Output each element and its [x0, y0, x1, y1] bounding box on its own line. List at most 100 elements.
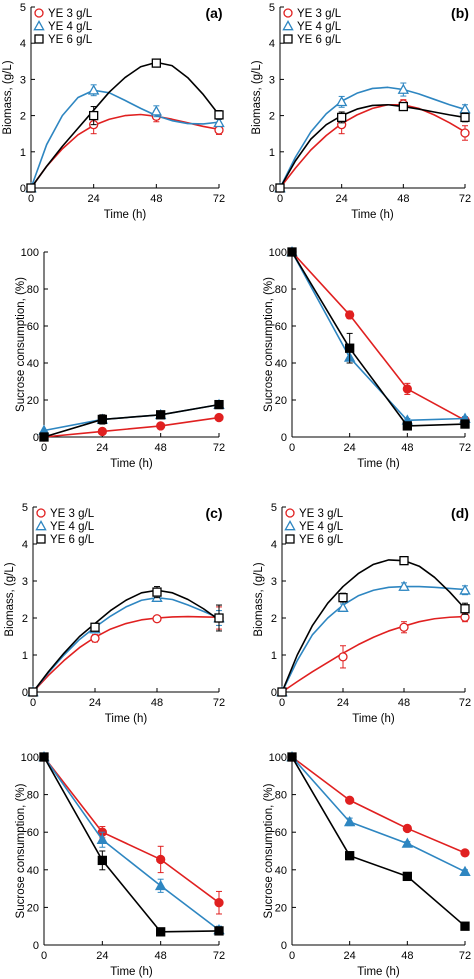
x-tick-label: 72: [459, 950, 471, 962]
series-line: [291, 251, 466, 427]
y-tick-label: 100: [269, 752, 287, 764]
data-point: [156, 421, 166, 431]
y-tick-label: 20: [27, 395, 39, 407]
y-tick-label: 20: [27, 902, 39, 914]
data-point: [152, 587, 162, 597]
series-2: [275, 101, 470, 193]
y-axis-label: Sucrose consumption, (%): [263, 783, 275, 918]
y-tick-label: 80: [27, 790, 39, 802]
legend-label: YE 4 g/L: [50, 521, 95, 533]
series-1: [38, 751, 225, 935]
data-point: [398, 101, 408, 112]
panel-label: (d): [451, 505, 469, 521]
y-tick-label: 1: [20, 147, 26, 159]
x-tick-label: 0: [277, 193, 283, 205]
data-point: [96, 833, 109, 845]
y-tick-label: 1: [269, 147, 275, 159]
series-2: [287, 247, 470, 431]
series-2: [287, 752, 470, 931]
data-point: [156, 927, 166, 937]
data-point: [345, 310, 355, 320]
y-axis-label: Sucrose consumption, (%): [15, 783, 27, 918]
legend: YE 3 g/LYE 4 g/LYE 6 g/L: [35, 508, 95, 546]
x-tick-label: 72: [213, 193, 225, 205]
chart-biomass-b: 0 24 48 72 0 1 2 3 4 5 Time (h) Biomass, (g/L) (b) YE…: [251, 2, 471, 221]
data-point: [460, 604, 470, 614]
legend-marker: [284, 520, 296, 531]
y-axis-label: Sucrose consumption, (%): [263, 277, 275, 412]
series-line: [43, 416, 220, 438]
series-line: [32, 596, 220, 693]
data-point: [39, 432, 49, 442]
x-tick-label: 72: [213, 442, 225, 454]
legend-label: YE 6 g/L: [48, 34, 93, 46]
x-axis-label: Time (h): [357, 966, 400, 978]
x-tick-label: 48: [150, 193, 162, 205]
legend-label: YE 4 g/L: [299, 521, 344, 533]
y-tick-label: 60: [275, 827, 287, 839]
x-tick-label: 72: [213, 697, 225, 709]
chart-sucrose-a: 0 24 48 72 0 20 40 60 80 100 Time (h) Sucrose consu…: [15, 247, 225, 470]
legend-marker: [285, 534, 295, 544]
legend-label: YE 6 g/L: [297, 34, 342, 46]
data-point: [460, 112, 470, 123]
y-tick-label: 100: [21, 247, 39, 259]
data-point: [287, 752, 297, 762]
y-tick-label: 3: [269, 74, 275, 86]
series-2: [39, 752, 224, 937]
series-2: [26, 58, 224, 193]
data-point: [214, 399, 224, 410]
x-tick-label: 0: [289, 950, 295, 962]
series-line: [279, 103, 466, 189]
y-tick-label: 40: [275, 358, 287, 370]
series-line: [279, 103, 466, 189]
y-tick-label: 0: [281, 432, 287, 444]
data-point: [156, 410, 166, 420]
data-point: [338, 652, 348, 662]
data-point: [214, 412, 224, 423]
series-line: [32, 615, 220, 693]
series-line: [291, 251, 466, 422]
x-axis-label: Time (h): [110, 458, 153, 470]
x-tick-label: 48: [401, 950, 413, 962]
data-point: [97, 414, 107, 425]
x-axis-label: Time (h): [351, 209, 394, 221]
data-point: [460, 419, 470, 429]
data-point: [459, 865, 471, 877]
y-axis-label: Biomass, (g/L): [251, 60, 263, 134]
legend-marker: [283, 34, 293, 44]
series-0: [39, 752, 224, 915]
chart-sucrose-b: 0 24 48 72 0 20 40 60 80 100 Time (h) Sucrose consu…: [263, 246, 471, 470]
data-point: [277, 687, 287, 697]
y-tick-label: 0: [33, 940, 39, 952]
y-tick-label: 3: [20, 74, 26, 86]
data-point: [214, 125, 224, 135]
data-point: [97, 426, 107, 437]
y-tick-label: 5: [22, 502, 28, 514]
series-line: [279, 86, 466, 189]
legend-marker: [36, 534, 46, 544]
x-tick-label: 72: [459, 697, 471, 709]
y-tick-label: 1: [271, 650, 277, 662]
series-line: [43, 756, 220, 933]
legend-label: YE 6 g/L: [299, 534, 344, 546]
legend-marker: [34, 8, 44, 18]
panel-label: (c): [205, 505, 222, 521]
x-tick-label: 48: [398, 697, 410, 709]
legend-label: YE 6 g/L: [50, 534, 95, 546]
panel-label: (b): [451, 5, 469, 21]
data-point: [152, 614, 162, 624]
data-point: [343, 815, 356, 827]
y-tick-label: 40: [275, 865, 287, 877]
data-point: [397, 83, 410, 94]
series-line: [43, 756, 220, 931]
x-tick-label: 0: [41, 950, 47, 962]
series-1: [25, 84, 225, 193]
y-tick-label: 40: [27, 358, 39, 370]
series-line: [43, 756, 220, 904]
data-point: [337, 112, 347, 123]
y-tick-label: 0: [33, 432, 39, 444]
data-point: [287, 247, 297, 257]
series-line: [291, 251, 466, 422]
data-point: [26, 183, 36, 193]
